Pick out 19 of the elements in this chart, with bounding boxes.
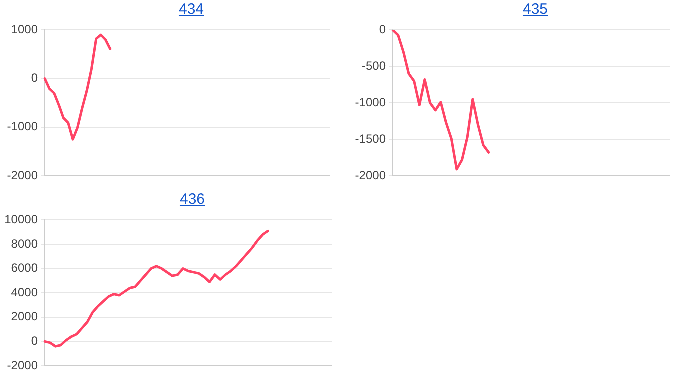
y-tick-label: -2000	[7, 358, 38, 372]
y-tick-label: -500	[362, 58, 386, 73]
y-tick-label: 2000	[11, 310, 38, 324]
y-tick-label: 8000	[11, 236, 38, 251]
y-tick-label: -1000	[355, 95, 386, 110]
y-tick-label: 10000	[4, 212, 38, 227]
y-tick-label: 0	[379, 22, 386, 37]
chart-title: 435	[522, 0, 550, 20]
chart-title: 436	[178, 190, 206, 210]
y-tick-label: 0	[31, 334, 38, 348]
y-tick-label: -2000	[7, 168, 38, 182]
y-tick-label: 1000	[11, 22, 38, 37]
y-tick-label: -1000	[7, 120, 38, 134]
y-tick-label: -2000	[355, 168, 386, 182]
y-tick-label: 4000	[11, 285, 38, 300]
y-tick-label: 0	[31, 71, 38, 86]
y-tick-label: 6000	[11, 261, 38, 276]
y-tick-label: -1500	[355, 132, 386, 146]
chart-title: 434	[178, 0, 206, 20]
